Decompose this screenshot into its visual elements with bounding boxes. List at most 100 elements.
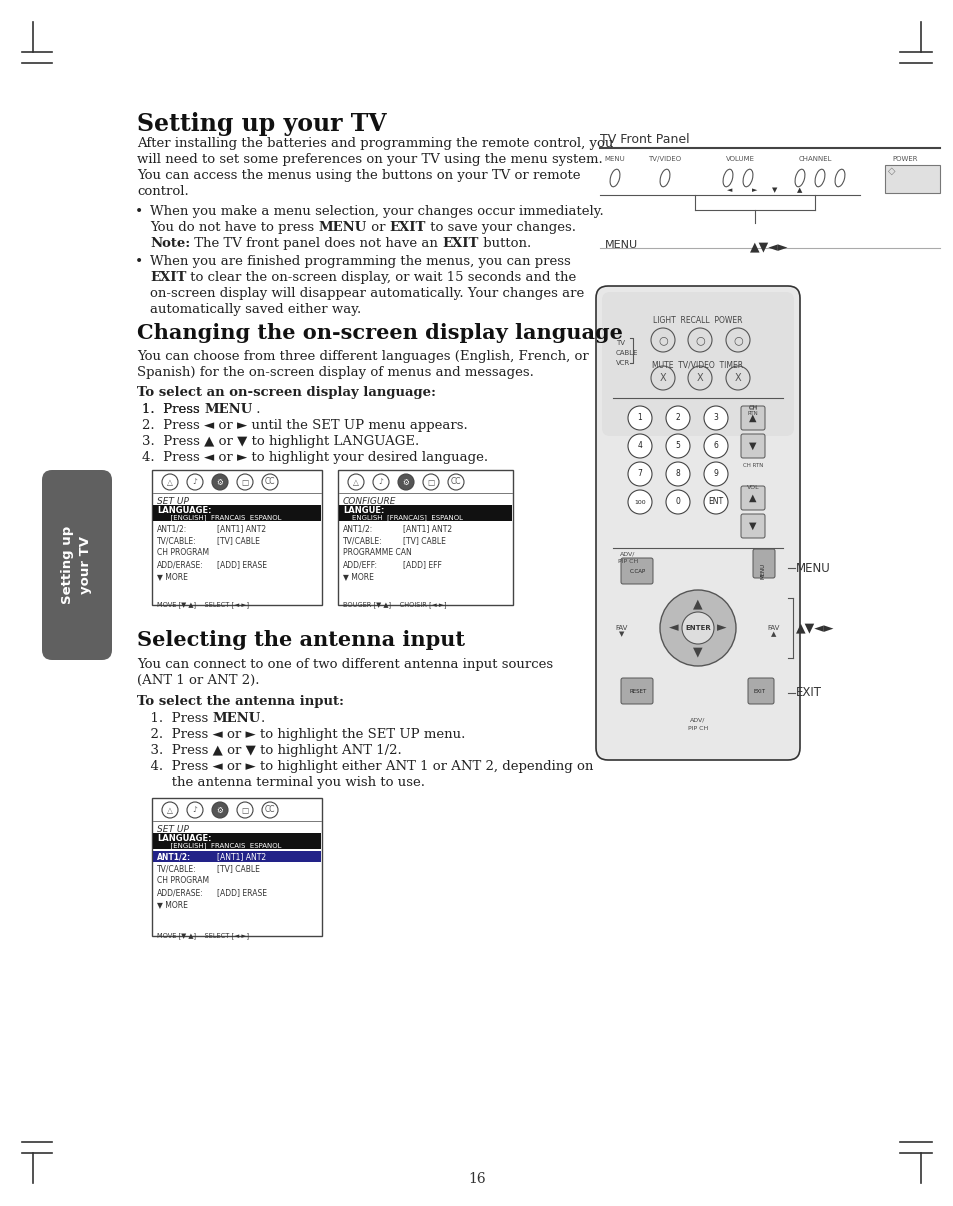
Circle shape (650, 365, 675, 390)
Text: ⚙: ⚙ (216, 806, 223, 814)
Text: SET UP: SET UP (157, 497, 189, 507)
Text: CH: CH (748, 406, 757, 411)
Text: 4.  Press ◄ or ► to highlight your desired language.: 4. Press ◄ or ► to highlight your desire… (142, 451, 488, 464)
FancyBboxPatch shape (747, 678, 773, 704)
Text: will need to set some preferences on your TV using the menu system.: will need to set some preferences on you… (137, 153, 602, 166)
Text: [ADD] EFF: [ADD] EFF (402, 560, 441, 569)
Text: ♪: ♪ (378, 478, 383, 486)
Text: You do not have to press: You do not have to press (150, 221, 318, 234)
Text: The TV front panel does not have an: The TV front panel does not have an (190, 238, 442, 250)
FancyBboxPatch shape (620, 678, 652, 704)
Circle shape (681, 611, 713, 644)
Text: ▲▼◄►: ▲▼◄► (795, 621, 834, 634)
Text: POWER: POWER (891, 156, 917, 162)
Text: 100: 100 (634, 499, 645, 504)
Circle shape (212, 802, 228, 818)
Text: △: △ (353, 478, 358, 486)
Circle shape (236, 802, 253, 818)
Text: CH RTN: CH RTN (742, 463, 762, 468)
Text: CH PROGRAM: CH PROGRAM (157, 548, 209, 557)
Text: [ADD] ERASE: [ADD] ERASE (216, 560, 267, 569)
Bar (152, 798, 322, 936)
Text: Setting up
your TV: Setting up your TV (61, 526, 92, 604)
Circle shape (725, 328, 749, 352)
Text: ANT1/2:: ANT1/2: (157, 523, 187, 533)
Text: PIP CH: PIP CH (687, 726, 707, 731)
Circle shape (162, 474, 178, 490)
Circle shape (627, 490, 651, 514)
FancyBboxPatch shape (740, 406, 764, 431)
Text: CC: CC (265, 806, 275, 814)
Text: 16: 16 (468, 1172, 485, 1185)
Text: □: □ (241, 478, 249, 486)
Text: MENU: MENU (213, 712, 260, 725)
Bar (152, 470, 322, 605)
Circle shape (703, 434, 727, 458)
Circle shape (212, 474, 228, 490)
Text: Selecting the antenna input: Selecting the antenna input (137, 630, 464, 650)
Text: Spanish) for the on-screen display of menus and messages.: Spanish) for the on-screen display of me… (137, 365, 534, 379)
FancyBboxPatch shape (601, 292, 793, 437)
Bar (152, 851, 320, 862)
Text: MENU: MENU (604, 156, 625, 162)
Ellipse shape (609, 169, 619, 187)
Circle shape (703, 462, 727, 486)
Text: EXIT: EXIT (442, 238, 478, 250)
Text: ○: ○ (658, 335, 667, 345)
Text: [ANT1] ANT2: [ANT1] ANT2 (216, 851, 266, 861)
Text: TV/VIDEO: TV/VIDEO (648, 156, 680, 162)
Text: ▲: ▲ (748, 412, 756, 423)
Text: ▲: ▲ (693, 597, 702, 610)
Text: 1.  Press: 1. Press (142, 403, 204, 416)
Text: 2: 2 (675, 414, 679, 422)
Text: 0: 0 (675, 498, 679, 507)
Text: PIP CH: PIP CH (618, 560, 638, 564)
Circle shape (262, 802, 277, 818)
Text: When you are finished programming the menus, you can press: When you are finished programming the me… (150, 254, 570, 268)
Text: 3.  Press ▲ or ▼ to highlight ANT 1/2.: 3. Press ▲ or ▼ to highlight ANT 1/2. (142, 744, 401, 757)
Circle shape (162, 802, 178, 818)
Text: ▲: ▲ (748, 493, 756, 503)
Text: C.CAP: C.CAP (629, 569, 645, 574)
Text: To select the antenna input:: To select the antenna input: (137, 695, 344, 708)
Text: 4.  Press ◄ or ► to highlight either ANT 1 or ANT 2, depending on: 4. Press ◄ or ► to highlight either ANT … (142, 760, 593, 773)
Text: X: X (696, 373, 702, 384)
Circle shape (703, 490, 727, 514)
Text: ADD/ERASE:: ADD/ERASE: (157, 560, 204, 569)
Text: EXIT: EXIT (795, 686, 821, 699)
Text: Note:: Note: (150, 238, 190, 250)
Text: button.: button. (478, 238, 531, 250)
Text: 7: 7 (637, 469, 641, 479)
Text: MENU: MENU (204, 403, 252, 416)
FancyBboxPatch shape (740, 434, 764, 458)
Ellipse shape (834, 169, 844, 187)
Text: ⚙: ⚙ (402, 478, 409, 486)
Text: [ANT1] ANT2: [ANT1] ANT2 (402, 523, 452, 533)
Bar (152, 505, 320, 521)
Text: MOVE [▼ ▲]    SELECT [◄ ►]: MOVE [▼ ▲] SELECT [◄ ►] (157, 601, 249, 608)
Circle shape (650, 328, 675, 352)
Text: SET UP: SET UP (157, 825, 189, 835)
Text: ▼: ▼ (748, 521, 756, 531)
Text: ADV/: ADV/ (690, 718, 705, 724)
Circle shape (187, 802, 203, 818)
Text: 4: 4 (637, 441, 641, 451)
Text: ►: ► (717, 621, 726, 634)
Bar (884, 165, 939, 193)
Circle shape (665, 462, 689, 486)
Text: □: □ (241, 806, 249, 814)
Bar (338, 505, 512, 521)
Text: 9: 9 (713, 469, 718, 479)
Text: the antenna terminal you wish to use.: the antenna terminal you wish to use. (142, 775, 424, 789)
Text: [TV] CABLE: [TV] CABLE (216, 535, 259, 545)
Text: ⚙: ⚙ (216, 478, 223, 486)
Text: •: • (135, 205, 143, 219)
Circle shape (703, 406, 727, 431)
Text: ◄: ◄ (726, 187, 732, 193)
Circle shape (262, 474, 277, 490)
Circle shape (627, 434, 651, 458)
Bar (152, 833, 320, 849)
Text: or: or (366, 221, 389, 234)
Text: You can connect to one of two different antenna input sources: You can connect to one of two different … (137, 658, 553, 671)
Text: 1: 1 (637, 414, 641, 422)
